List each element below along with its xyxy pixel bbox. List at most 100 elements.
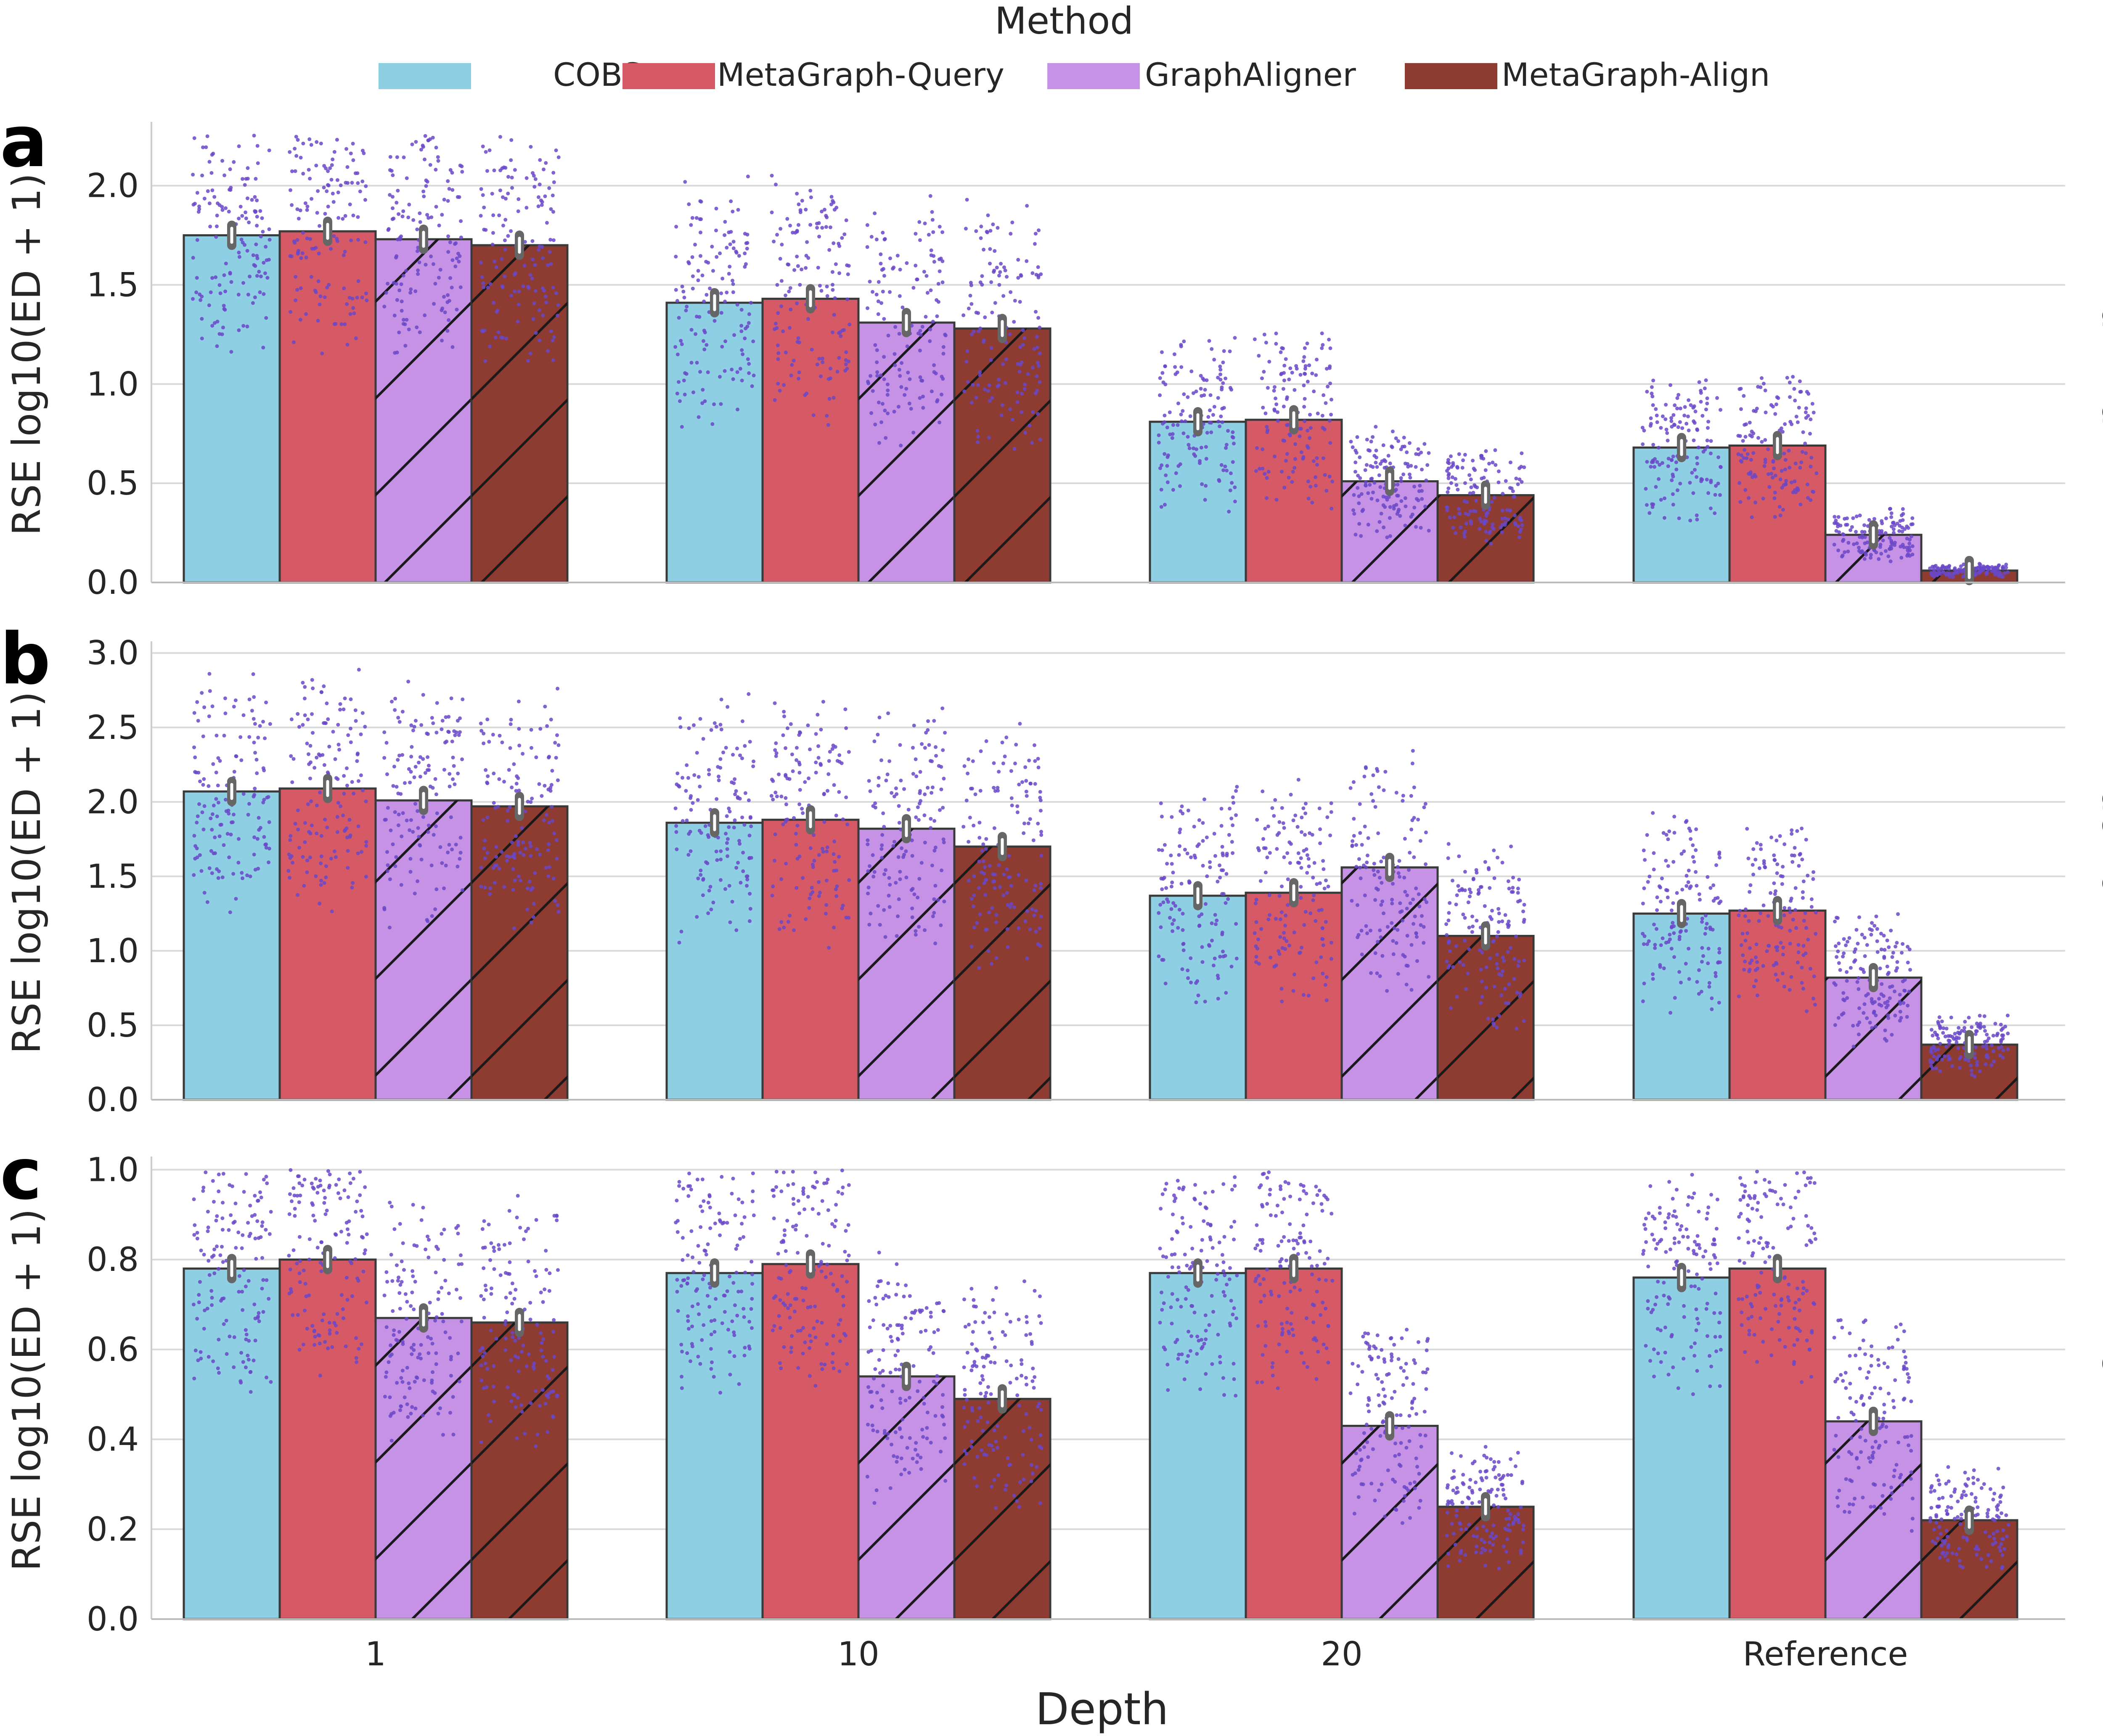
strip-point (1936, 573, 1940, 577)
strip-point (1000, 741, 1004, 745)
strip-point (731, 1281, 736, 1285)
strip-point (804, 266, 808, 270)
strip-point (537, 308, 541, 312)
strip-point (1743, 423, 1747, 427)
strip-point (1255, 818, 1259, 822)
strip-point (924, 274, 929, 278)
strip-point (449, 815, 453, 819)
strip-point (254, 757, 259, 762)
strip-point (413, 289, 418, 294)
strip-point (725, 847, 729, 851)
strip-point (1941, 1026, 1946, 1030)
strip-point (1671, 503, 1675, 507)
strip-point (819, 728, 823, 732)
strip-point (1651, 403, 1655, 407)
strip-point (673, 345, 678, 349)
strip-point (316, 189, 320, 193)
strip-point (551, 193, 555, 198)
strip-point (891, 844, 895, 848)
strip-point (310, 823, 314, 828)
strip-point (703, 399, 707, 403)
strip-point (743, 265, 747, 269)
strip-point (1943, 1054, 1947, 1059)
strip-point (221, 1172, 225, 1176)
strip-point (408, 291, 413, 295)
strip-point (1796, 950, 1801, 954)
strip-point (1280, 946, 1285, 950)
strip-point (1695, 517, 1699, 521)
strip-point (1932, 574, 1936, 579)
strip-point (1379, 903, 1383, 907)
strip-point (318, 901, 322, 905)
strip-point (267, 1297, 271, 1301)
strip-point (1865, 943, 1869, 947)
strip-point (1037, 364, 1041, 368)
strip-point (496, 330, 501, 334)
strip-point (1975, 1060, 1979, 1064)
strip-point (1507, 887, 1511, 891)
strip-point (311, 731, 315, 735)
strip-point (1671, 413, 1676, 417)
strip-point (529, 728, 533, 732)
strip-point (1995, 566, 1999, 570)
strip-point (930, 210, 934, 214)
strip-point (1259, 927, 1263, 931)
strip-point (1484, 529, 1488, 534)
strip-point (1480, 995, 1484, 999)
strip-point (517, 727, 521, 731)
strip-point (1849, 966, 1853, 970)
strip-point (882, 872, 887, 876)
strip-point (1499, 993, 1504, 998)
strip-point (780, 243, 784, 247)
strip-point (364, 291, 368, 296)
strip-point (1255, 446, 1259, 450)
strip-point (1232, 442, 1236, 446)
strip-point (207, 160, 212, 164)
strip-point (494, 845, 498, 849)
strip-point (1265, 425, 1269, 429)
strip-point (1329, 801, 1333, 805)
strip-point (222, 273, 226, 277)
strip-point (222, 843, 226, 847)
strip-point (983, 865, 987, 869)
strip-point (715, 255, 719, 259)
strip-point (1804, 951, 1808, 955)
strip-point (1301, 993, 1306, 997)
strip-point (507, 768, 511, 772)
strip-point (298, 318, 302, 322)
strip-point (1449, 454, 1453, 458)
strip-point (547, 186, 551, 190)
strip-point (301, 855, 305, 859)
strip-point (365, 298, 369, 302)
strip-point (685, 1351, 689, 1355)
strip-point (723, 233, 727, 237)
strip-point (1379, 935, 1383, 939)
strip-point (1263, 826, 1267, 831)
strip-point (397, 212, 401, 216)
strip-point (1234, 956, 1239, 961)
strip-point (1492, 876, 1496, 880)
strip-point (1181, 928, 1185, 932)
strip-point (1298, 434, 1302, 438)
strip-point (1030, 271, 1035, 275)
strip-point (269, 1209, 273, 1214)
strip-point (895, 914, 900, 918)
strip-point (1763, 460, 1767, 464)
strip-point (742, 823, 747, 827)
strip-point (879, 847, 884, 851)
strip-point (1857, 915, 1861, 919)
strip-point (1018, 300, 1022, 304)
strip-point (1292, 930, 1296, 934)
strip-point (528, 841, 532, 845)
strip-point (459, 219, 463, 223)
strip-point (1503, 523, 1507, 527)
strip-point (930, 785, 935, 789)
strip-point (978, 280, 983, 284)
strip-point (319, 861, 323, 865)
series-metagraph-query (278, 135, 1827, 584)
strip-point (1261, 466, 1265, 471)
strip-point (814, 760, 818, 765)
strip-point (1683, 405, 1687, 409)
strip-point (1775, 978, 1780, 982)
strip-point (1717, 852, 1721, 856)
